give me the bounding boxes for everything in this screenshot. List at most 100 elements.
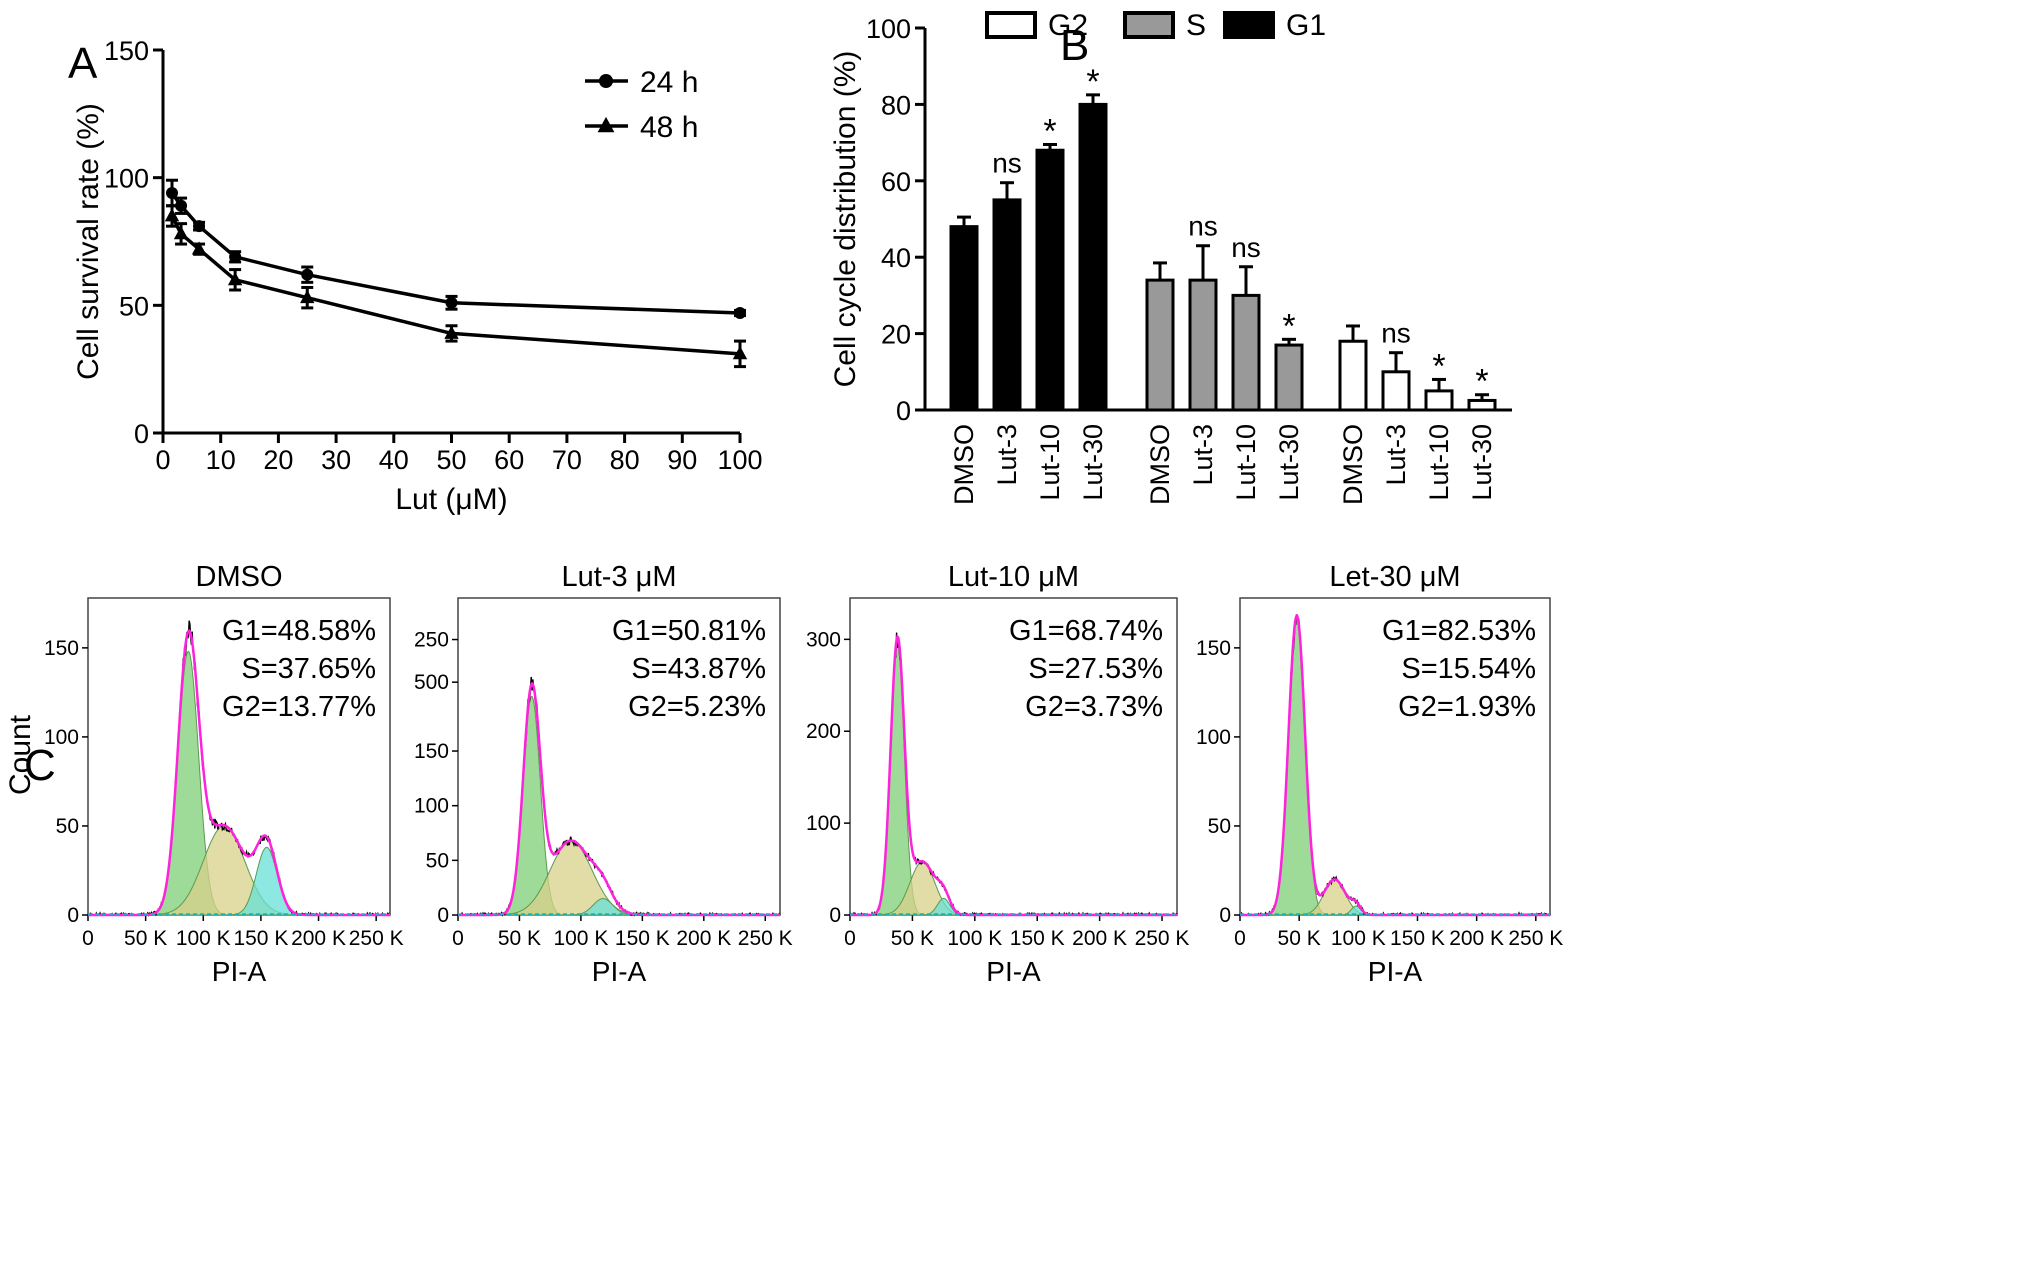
panel-b-category-label: Lut-30 — [1467, 424, 1497, 501]
panel-c-x-tick-label: 250 K — [1135, 927, 1190, 950]
panel-c-x-tick-label: 100 K — [1331, 927, 1386, 950]
panel-a-data-point — [227, 272, 243, 286]
panel-c-x-tick-label: 200 K — [291, 927, 346, 950]
panel-letter-b: B — [1060, 21, 1089, 70]
panel-c-x-axis-title: PI-A — [592, 956, 647, 987]
panel-c-y-tick-label: 150 — [1196, 637, 1231, 660]
panel-b-legend-label: G1 — [1286, 9, 1326, 42]
panel-b-category-label: Lut-30 — [1078, 424, 1108, 501]
panel-b-bar — [1381, 370, 1411, 412]
panel-c-x-axis-title: PI-A — [212, 956, 267, 987]
panel-a-data-point — [300, 289, 315, 304]
panel-b-legend-label: G2 — [1048, 9, 1088, 42]
panel-b-legend-label: S — [1186, 9, 1206, 42]
panel-c-y-tick-label: 300 — [806, 628, 841, 651]
panel-b-category-label: DMSO — [1338, 424, 1368, 505]
panel-a-legend: 24 h 48 h — [585, 66, 698, 144]
panel-c-y-tick-label: 50 — [1208, 815, 1231, 838]
panel-c-x-tick-label: 50 K — [891, 927, 934, 950]
panel-b-significance-label: * — [1043, 113, 1056, 151]
panel-c-fit-curve — [458, 681, 780, 917]
panel-b-y-tick-label: 60 — [881, 167, 911, 197]
panel-a-axes: 0 50 100 150 0 10 20 30 40 50 60 70 80 90 100 — [104, 36, 763, 475]
panel-b-bars: DMSO ns Lut-3 * Lut-10 * Lut-30 DMSO ns Lut-3 ns Lu… — [949, 63, 1497, 505]
panel-b-significance-label: * — [1282, 307, 1295, 345]
panel-c-y-tick-label: 100 — [1196, 726, 1231, 749]
panel-b-legend-swatch — [985, 11, 1037, 39]
panel-c-x-tick-label: 150 K — [1390, 927, 1445, 950]
panel-c-x-tick-label: 250 K — [349, 927, 404, 950]
panel-c-fit-curve — [1240, 613, 1550, 917]
panel-a-y-tick-label: 100 — [104, 164, 149, 194]
panel-b-significance-label: * — [1475, 363, 1488, 401]
panel-c-y-tick-label: 150 — [44, 637, 79, 660]
panel-a-x-tick-label: 90 — [667, 445, 697, 475]
panel-c-phase-annotation: S=43.87% — [631, 653, 766, 685]
panel-c-x-tick-label: 0 — [1234, 927, 1246, 950]
panel-a-legend-label: 48 h — [640, 111, 698, 144]
panel-b-significance-label: ns — [1381, 318, 1411, 349]
panel-b-bar — [1188, 278, 1218, 412]
panel-c-y-tick-label: 0 — [829, 904, 841, 927]
panel-b-bar — [1467, 398, 1497, 412]
panel-c-y-tick-label: 0 — [1219, 904, 1231, 927]
panel-c-phase-annotation: S=27.53% — [1028, 653, 1163, 685]
panel-b-bar — [1078, 102, 1108, 412]
panel-c-histogram-title: Let-30 μM — [1329, 561, 1460, 593]
panel-c-y-axis-title: Count — [4, 714, 37, 795]
panel-b-bar — [1274, 343, 1304, 412]
panel-a-x-tick-label: 40 — [379, 445, 409, 475]
panel-c-x-tick-label: 200 K — [1449, 927, 1504, 950]
panel-c-y-tick-label: 0 — [67, 904, 79, 927]
panel-c-y-tick-label: 50 — [56, 815, 79, 838]
panel-a-x-tick-label: 80 — [610, 445, 640, 475]
panel-c-histogram-2: Lut-3 μM 0 50 100 150 250 500 0 50 K 100 K 150 K 20… — [414, 561, 793, 987]
panel-b-y-tick-label: 20 — [881, 320, 911, 350]
panel-c-y-tick-label: 100 — [414, 795, 449, 818]
panel-a-line-chart: 0 50 100 150 0 10 20 30 40 50 60 70 80 90 100 24 h 48 h… — [72, 36, 763, 516]
panel-b-significance-label: ns — [992, 148, 1022, 179]
panel-c-phase-annotation: G1=48.58% — [222, 615, 376, 647]
panel-a-x-tick-label: 10 — [206, 445, 236, 475]
panel-b-significance-label: ns — [1231, 232, 1261, 263]
panel-b-y-tick-label: 40 — [881, 243, 911, 273]
panel-a-x-tick-label: 50 — [436, 445, 466, 475]
panel-c-x-tick-label: 200 K — [676, 927, 731, 950]
panel-letter-c: C — [24, 741, 56, 790]
panel-b-bar — [1145, 278, 1175, 412]
panel-b-category-label: Lut-3 — [1188, 424, 1218, 486]
panel-a-data-point — [732, 346, 748, 360]
panel-b-category-label: Lut-10 — [1231, 424, 1261, 501]
panel-c-y-tick-label: 150 — [414, 740, 449, 763]
panel-c-y-tick-label: 100 — [44, 726, 79, 749]
panel-b-bar — [1424, 389, 1454, 412]
panel-a-x-tick-label: 20 — [263, 445, 293, 475]
panel-b-axes: 0 20 40 60 80 100 — [866, 14, 1512, 426]
panel-c-y-tick-label: 500 — [414, 671, 449, 694]
panel-a-data-point — [444, 325, 459, 339]
panel-c-histogram-title: Lut-10 μM — [948, 561, 1079, 593]
panel-c-x-tick-label: 200 K — [1072, 927, 1127, 950]
panel-c-y-tick-label: 250 — [414, 629, 449, 652]
panel-c-x-tick-label: 0 — [452, 927, 464, 950]
panel-c-histogram-title: DMSO — [196, 561, 283, 593]
panel-a-x-tick-label: 60 — [494, 445, 524, 475]
panel-c-x-axis-title: PI-A — [1368, 956, 1423, 987]
panel-c-x-tick-label: 150 K — [1010, 927, 1065, 950]
panel-a-x-tick-label: 30 — [321, 445, 351, 475]
panel-c-x-tick-label: 100 K — [947, 927, 1002, 950]
panel-c-x-tick-label: 0 — [82, 927, 94, 950]
panel-a-data-point — [173, 226, 189, 240]
panel-c-y-tick-label: 0 — [437, 904, 449, 927]
panel-a-y-tick-label: 150 — [104, 36, 149, 66]
panel-a-data-point — [193, 220, 206, 233]
panel-a-series-line — [170, 215, 741, 356]
panel-c-x-tick-label: 250 K — [1508, 927, 1563, 950]
panel-c-y-tick-label: 100 — [806, 812, 841, 835]
panel-a-series — [164, 178, 748, 369]
panel-b-y-tick-label: 0 — [896, 396, 911, 426]
panel-b-bar — [1035, 148, 1065, 412]
panel-b-category-label: Lut-3 — [992, 424, 1022, 486]
